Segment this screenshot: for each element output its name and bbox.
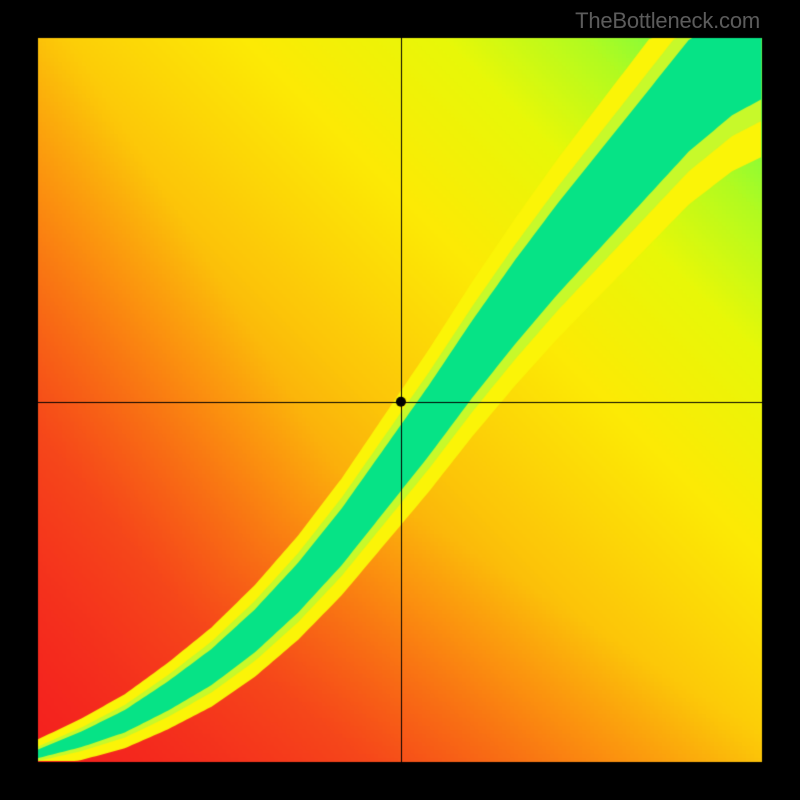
chart-container: TheBottleneck.com xyxy=(0,0,800,800)
watermark-text: TheBottleneck.com xyxy=(575,8,760,34)
bottleneck-heatmap-canvas xyxy=(0,0,800,800)
